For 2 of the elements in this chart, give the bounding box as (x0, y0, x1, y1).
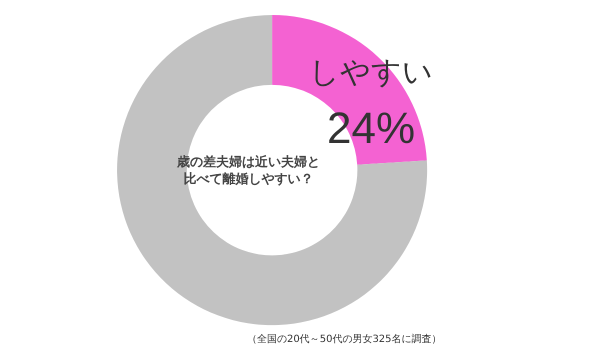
text: 歳の差夫婦は近い夫婦と比べて離婚しやすい？ (176, 154, 320, 187)
text: （全国の20代～50代の男女325名に調査） (247, 333, 442, 345)
